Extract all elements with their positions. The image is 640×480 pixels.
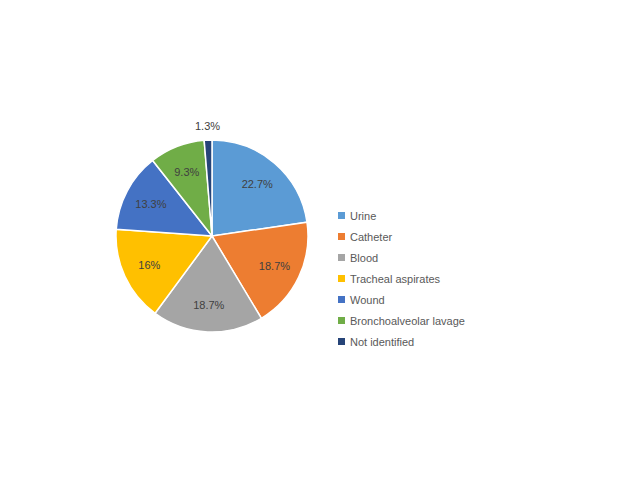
legend-item: Tracheal aspirates [338,273,441,285]
data-label: 13.3% [135,198,166,210]
legend-item: Urine [338,210,376,222]
legend-swatch [338,254,345,261]
legend-item: Catheter [338,231,393,243]
legend-label: Blood [350,252,378,264]
legend-label: Bronchoalveolar lavage [350,315,465,327]
legend-swatch [338,338,345,345]
legend-label: Catheter [350,231,393,243]
pie-slice [153,140,212,236]
data-label: 1.3% [195,120,220,132]
data-label: 22.7% [242,178,273,190]
data-label: 9.3% [174,166,199,178]
data-label: 18.7% [193,299,224,311]
legend-item: Not identified [338,336,414,348]
legend-label: Urine [350,210,376,222]
legend-swatch [338,296,345,303]
pie-slice [204,140,212,236]
legend-label: Wound [350,294,385,306]
legend-swatch [338,233,345,240]
legend: Urine Catheter Blood Tracheal aspirates Woun… [338,210,465,348]
legend-swatch [338,212,345,219]
legend-swatch [338,275,345,282]
data-label: 16% [138,259,160,271]
data-label: 18.7% [259,260,290,272]
chart: 22.7% 18.7% 18.7% 16% 13.3% 9.3% 1.3% Urine Cath… [0,0,640,480]
legend-swatch [338,317,345,324]
legend-label: Tracheal aspirates [350,273,441,285]
legend-label: Not identified [350,336,414,348]
pie: 22.7% 18.7% 18.7% 16% 13.3% 9.3% 1.3% [116,120,308,332]
pie-slice [212,140,307,236]
legend-item: Wound [338,294,385,306]
legend-item: Bronchoalveolar lavage [338,315,465,327]
legend-item: Blood [338,252,378,264]
